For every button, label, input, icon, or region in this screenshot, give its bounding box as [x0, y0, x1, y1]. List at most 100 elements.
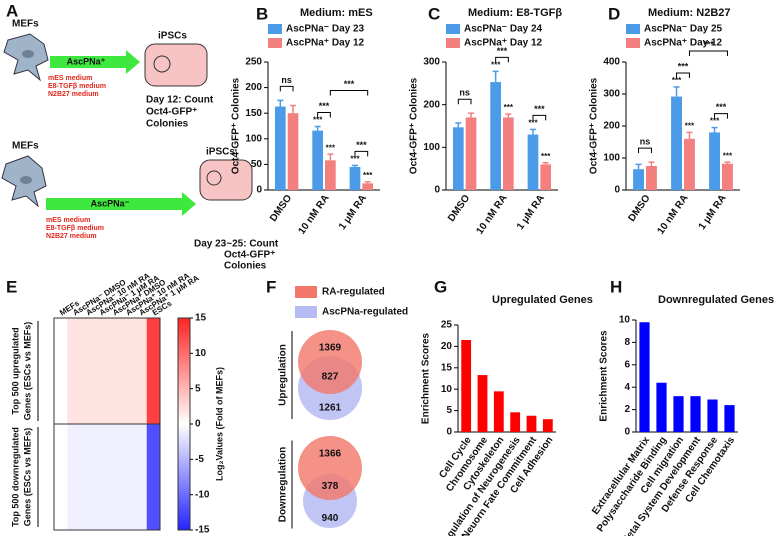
nucleus: [22, 50, 34, 58]
comparison-bracket: [714, 113, 728, 119]
colorbar-tick-label: -15: [195, 525, 210, 536]
y-tick-label: 100: [245, 133, 262, 144]
colorbar-label: Log₂Values (Fold of MEFs): [214, 367, 224, 481]
y-axis-label: Oct4-GFP⁺ Colonies: [589, 77, 600, 174]
y-axis-label: Enrichment Scores: [599, 330, 610, 422]
colorbar-tick-label: 10: [195, 348, 207, 359]
arrow-label: AscPNa⁻: [91, 198, 130, 208]
bar: [461, 339, 472, 432]
y-tick-label: 250: [245, 57, 262, 68]
y-tick-label: 4: [624, 382, 630, 393]
comparison-label: ***: [319, 101, 330, 111]
y-tick-label: 0: [446, 427, 452, 438]
count-text: Day 23~25: Count: [194, 239, 279, 250]
y-tick-label: 300: [603, 89, 620, 100]
heatmap-cell: [80, 318, 95, 424]
y-tick-label: 100: [423, 142, 440, 153]
x-tick-label: DMSO: [626, 193, 652, 224]
y-tick-label: 100: [603, 153, 620, 164]
significance: ***: [528, 119, 538, 128]
heatmap-cell: [133, 318, 148, 424]
panel-label: G: [434, 277, 447, 296]
comparison-bracket: [688, 50, 728, 56]
row-group-label: Top 500 downregulated: [10, 427, 20, 527]
panel-label: E: [6, 277, 17, 296]
colorbar: [177, 317, 191, 531]
heatmap-cell: [80, 424, 95, 530]
y-tick-label: 5: [446, 405, 452, 416]
colorbar-tick-label: 5: [195, 383, 201, 394]
y-tick-label: 0: [624, 427, 630, 438]
chart-title: Upregulated Genes: [492, 294, 593, 306]
legend-label: RA-regulated: [322, 287, 385, 298]
venn-count: 1366: [319, 449, 342, 460]
x-tick-label: DMSO: [446, 193, 472, 224]
bar: [526, 415, 537, 432]
significance: ***: [350, 155, 360, 164]
significance: ***: [363, 171, 373, 180]
bar: [477, 375, 488, 432]
venn-count: 1261: [319, 403, 342, 414]
nucleus: [153, 55, 171, 73]
legend-swatch: [626, 24, 640, 34]
y-axis-label: Oct4-GFP⁺ Colonies: [231, 77, 242, 174]
y-tick-label: 2: [624, 404, 630, 415]
legend-label: AscPNa⁻ Day 23: [286, 24, 365, 35]
y-tick-label: 400: [603, 57, 620, 68]
comparison-label: ***: [716, 102, 727, 112]
heatmap-cell: [120, 318, 134, 424]
colorbar-tick-label: -10: [195, 489, 210, 500]
legend-label: AscPNa⁺ Day 12: [286, 38, 365, 49]
bar: [722, 163, 733, 190]
legend-swatch: [268, 24, 282, 34]
panel-label: F: [266, 277, 276, 296]
significance: ***: [491, 60, 501, 69]
x-tick-label: 1 μM RA: [337, 193, 369, 232]
comparison-bracket: [638, 147, 652, 154]
comparison-bracket: [676, 72, 690, 78]
legend-label: AscPNa⁺ Day 12: [644, 38, 723, 49]
comparison-bracket: [354, 150, 369, 157]
bar: [646, 166, 657, 190]
significance: ***: [723, 151, 733, 160]
chart-title: Medium: E8-TGFβ: [468, 7, 562, 19]
arrow: [50, 50, 140, 74]
heatmap-cell: [107, 424, 121, 530]
comparison-bracket: [457, 98, 472, 105]
x-tick-label: 1 μM RA: [697, 193, 729, 232]
significance: ***: [326, 143, 336, 152]
legend-swatch: [295, 306, 317, 318]
arrow-label: AscPNa⁺: [67, 56, 106, 66]
y-tick-label: 0: [614, 185, 620, 196]
chart-title: Medium: mES: [300, 7, 373, 19]
bar: [325, 160, 336, 190]
bar: [490, 82, 501, 190]
legend-swatch: [268, 38, 282, 48]
comparison-label: ns: [281, 75, 292, 85]
medium: mES medium: [48, 75, 92, 82]
comparison-label: ns: [640, 137, 651, 147]
y-tick-label: 10: [441, 384, 453, 395]
comparison-label: ***: [356, 140, 367, 150]
x-tick-label: 10 nM RA: [655, 193, 690, 237]
bar: [656, 382, 667, 432]
group-label: Downregulation: [278, 447, 289, 523]
y-tick-label: 25: [441, 320, 453, 331]
significance: ***: [685, 122, 695, 131]
x-tick-label: 10 nM RA: [474, 193, 509, 237]
nucleus: [206, 170, 222, 186]
significance: ***: [504, 103, 514, 112]
panel-label: H: [610, 277, 622, 296]
venn-count: 827: [322, 372, 339, 383]
legend-swatch: [446, 38, 460, 48]
y-axis-label: Oct4-GFP⁺ Colonies: [409, 77, 420, 174]
heatmap-cell: [107, 318, 121, 424]
row-group-label: Genes (ESCs vs MEFs): [22, 428, 32, 527]
cell-label: MEFs: [12, 19, 39, 30]
y-tick-label: 10: [619, 315, 631, 326]
ipsc-colony: [199, 159, 253, 201]
bar: [362, 183, 374, 190]
comparison-bracket: [329, 90, 369, 96]
comparison-label: ***: [497, 46, 508, 56]
